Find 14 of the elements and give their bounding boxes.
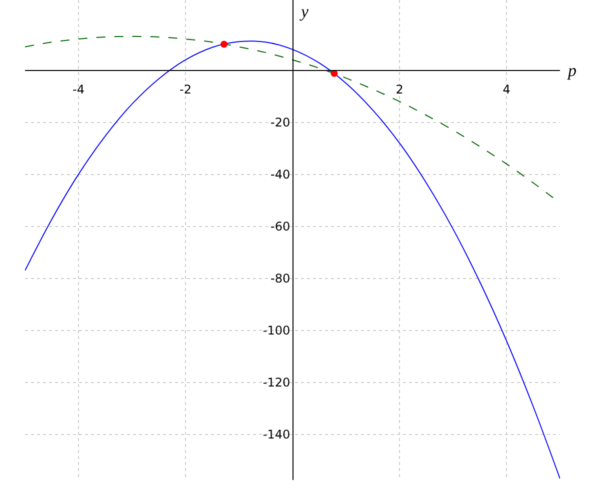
x-axis-title: p	[567, 61, 576, 80]
y-tick-label: -40	[270, 168, 290, 182]
y-tick-label: -80	[270, 272, 290, 286]
line-series	[25, 40, 560, 480]
x-tick-label: 2	[396, 82, 404, 97]
y-axis-title: y	[299, 2, 309, 21]
y-tick-label: -100	[262, 324, 290, 338]
x-tick-label: -4	[72, 82, 84, 97]
y-tick-label: -120	[262, 376, 290, 390]
y-tick-label: -60	[270, 220, 290, 234]
y-tick-label: -140	[262, 428, 290, 442]
y-tick-label: -20	[270, 115, 290, 130]
x-tick-label: 4	[502, 82, 510, 97]
x-tick-label: -2	[180, 82, 192, 97]
